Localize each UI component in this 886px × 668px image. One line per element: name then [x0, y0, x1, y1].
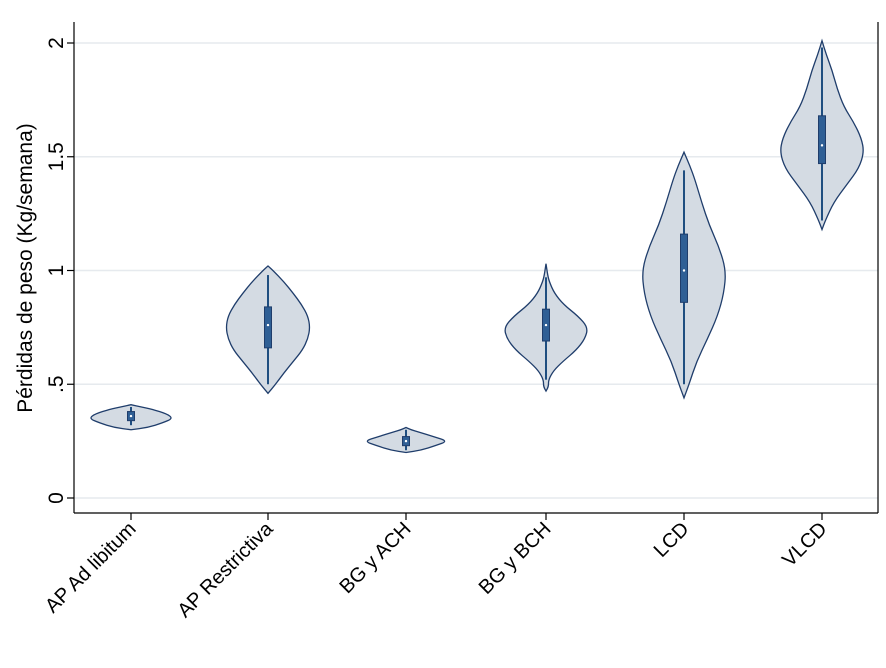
violin-group	[504, 263, 588, 393]
violin-group	[225, 265, 311, 395]
x-category-labels: AP Ad libitum AP Restrictiva BG y ACH BG y …	[41, 513, 832, 622]
violin-iqr-box	[818, 115, 826, 165]
x-category-label: AP Restrictiva	[173, 517, 278, 622]
x-category-label: VLCD	[778, 518, 831, 571]
violin-group	[780, 38, 864, 232]
violin-median-marker	[820, 144, 824, 147]
violin-iqr-box	[264, 306, 272, 349]
x-category-label: AP Ad libitum	[41, 518, 140, 617]
axes	[73, 22, 879, 514]
y-tick-label: 2	[45, 37, 68, 49]
x-category-label: LCD	[650, 518, 694, 562]
y-tick-label: .5	[45, 375, 68, 393]
gridlines	[74, 42, 878, 499]
y-tick-label: 1.5	[45, 142, 68, 171]
violin-group	[90, 404, 172, 431]
violin-median-marker	[129, 414, 133, 418]
violin-group	[366, 426, 446, 454]
violin-median-marker	[544, 323, 548, 327]
y-tick-label: 0	[45, 492, 68, 504]
violin-iqr-box	[680, 233, 688, 303]
x-category-label: BG y BCH	[475, 518, 556, 599]
y-tick-label: 1	[45, 265, 68, 277]
violin-group	[642, 150, 726, 400]
violin-median-marker	[682, 269, 686, 272]
y-ticks: 0 .5 1 1.5 2	[45, 37, 74, 504]
x-category-label: BG y ACH	[336, 518, 416, 598]
violin-median-marker	[266, 323, 270, 327]
violins	[90, 38, 864, 454]
violin-median-marker	[404, 439, 408, 443]
y-axis-title: Pérdidas de peso (Kg/semana)	[14, 123, 37, 413]
